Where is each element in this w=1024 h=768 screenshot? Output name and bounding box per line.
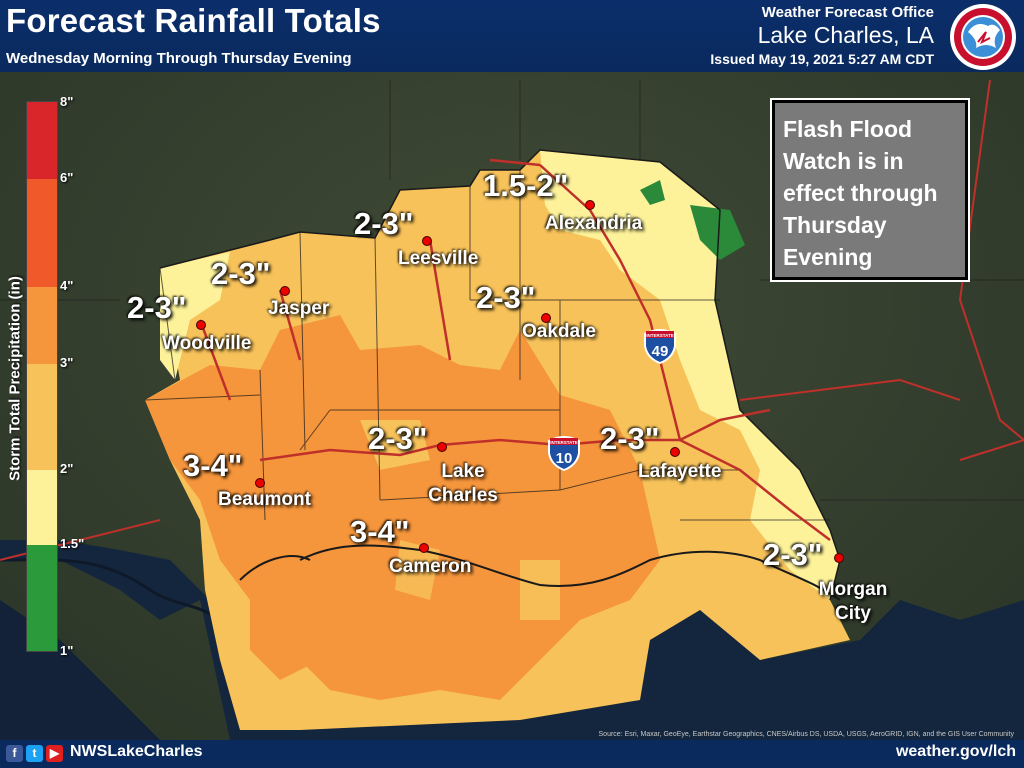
social-icons: f t ▶ [6,745,63,762]
coast-west [239,555,311,581]
office-location: Lake Charles, LA [757,22,934,48]
total-alexandria: 1.5-2" [483,168,569,203]
watch-line: Thursday [783,212,887,238]
watch-line: Flash Flood [783,116,913,142]
city-cameron: Cameron [389,556,472,577]
coast-in-region [299,544,841,601]
city-beaumont: Beaumont [218,489,311,510]
rain-low-green-2 [640,180,665,205]
city-woodville: Woodville [162,333,252,354]
total-morgan-city: 2-3" [763,537,823,572]
legend-title: Storm Total Precipitation (in) [6,276,24,481]
map-attribution: Source: Esri, Maxar, GeoEye, Earthstar G… [598,731,1014,738]
city-marker-leesville [422,236,432,246]
city-morgan-city: Morgan City [818,579,888,624]
legend-seg-3-4 [27,287,57,364]
total-oakdale: 2-3" [476,280,536,315]
twitter-icon[interactable]: t [26,745,43,762]
map-subtitle: Wednesday Morning Through Thursday Eveni… [6,50,352,67]
nws-logo-icon [950,4,1016,70]
total-lafayette: 2-3" [600,421,660,456]
legend-tick: 1" [60,643,74,658]
footer-bar: f t ▶ NWSLakeCharles weather.gov/lch [0,740,1024,768]
interstate-number: 10 [556,450,573,467]
website-link[interactable]: weather.gov/lch [895,743,1016,760]
rain-2-3-pocket-3 [395,540,440,600]
city-lafayette: Lafayette [638,461,722,482]
city-marker-woodville [196,320,206,330]
city-marker-lafayette [670,447,680,457]
rain-low-green [690,205,745,260]
interstate-49-shield-icon: INTERSTATE 49 [644,329,676,364]
city-marker-oakdale [541,313,551,323]
legend-seg-4-6 [27,179,57,287]
rain-2-3-pocket-1 [360,420,430,470]
interstate-10-shield-icon: INTERSTATE 10 [548,436,580,471]
watch-line: Watch is in [783,148,904,174]
interstate-label: INTERSTATE [550,440,578,445]
watch-line: effect through [783,180,938,206]
legend-colorbar [26,101,58,652]
highways [198,158,831,541]
city-alexandria: Alexandria [545,213,643,234]
legend-seg-1-5-2 [27,470,57,545]
total-jasper: 2-3" [211,256,271,291]
rain-2-3-pocket-2 [520,560,560,620]
city-oakdale: Oakdale [522,321,596,342]
total-lake-charles: 2-3" [368,421,428,456]
legend-seg-2-3 [27,364,57,470]
county-lines [0,80,1024,501]
interstate-label: INTERSTATE [646,333,674,338]
city-marker-beaumont [255,478,265,488]
legend-tick: 3" [60,355,74,370]
rain-1-5-2-region [540,150,840,600]
city-marker-cameron [419,543,429,553]
legend-tick: 6" [60,170,74,185]
legend-seg-6-8 [27,102,57,179]
rain-3-4-pocket [250,600,320,680]
total-leesville: 2-3" [354,206,414,241]
youtube-icon[interactable]: ▶ [46,745,63,762]
office-name: Weather Forecast Office [761,4,934,21]
facebook-icon[interactable]: f [6,745,23,762]
city-jasper: Jasper [268,298,330,319]
legend-tick: 2" [60,461,74,476]
map-title: Forecast Rainfall Totals [6,2,381,39]
legend-tick: 8" [60,94,74,109]
city-leesville: Leesville [398,248,479,269]
watch-text: Flash Flood Watch is in effect through T… [783,113,938,273]
total-woodville: 2-3" [127,290,187,325]
city-lake-charles: Lake Charles [428,461,498,506]
city-marker-morgan-city [834,553,844,563]
issued-time: Issued May 19, 2021 5:27 AM CDT [710,51,934,67]
city-marker-lake-charles [437,442,447,452]
total-cameron: 3-4" [350,514,410,549]
interstate-number: 49 [652,343,669,360]
social-handle[interactable]: NWSLakeCharles [70,743,203,760]
cwa-border [159,149,841,601]
flash-flood-watch-box: Flash Flood Watch is in effect through T… [770,98,970,282]
parish-lines [144,170,830,521]
city-marker-jasper [280,286,290,296]
city-marker-alexandria [585,200,595,210]
header-bar: Forecast Rainfall Totals Wednesday Morni… [0,0,1024,72]
legend-tick: 1.5" [60,536,85,551]
total-beaumont: 3-4" [183,448,243,483]
legend-tick: 4" [60,278,74,293]
watch-line: Evening [783,244,873,270]
rain-1-5-2-west [160,252,230,380]
legend-seg-1-1-5 [27,545,57,651]
